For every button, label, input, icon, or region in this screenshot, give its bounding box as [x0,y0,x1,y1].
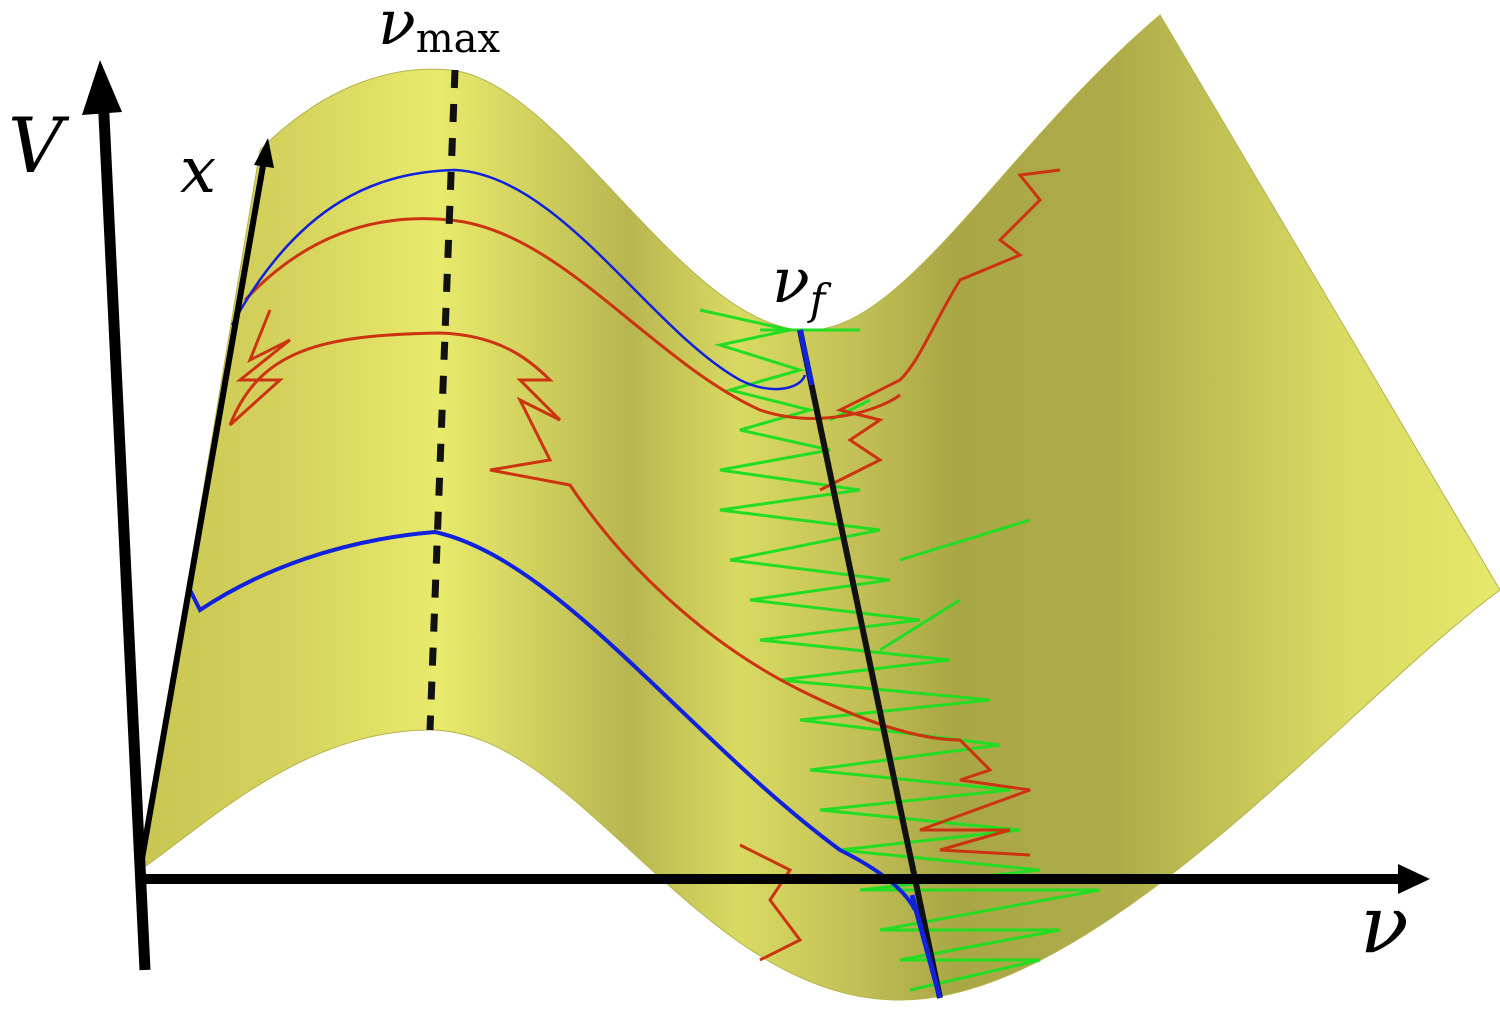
nu-f-line-blue [797,329,943,999]
nu-f-base: ν [772,244,810,317]
green-trajectories [699,308,1101,992]
nu-max-line [426,69,459,731]
nu-f-label: νf [772,244,832,324]
nu-max-sub: max [416,16,501,62]
nu-axis-label: ν [1360,878,1409,971]
nu-max-label: νmax [378,0,500,62]
blue-trajectories [188,168,917,911]
nu-max-base: ν [378,0,416,59]
x-axis-arrow [254,138,274,168]
surface [139,14,1500,1001]
x-axis [137,159,267,871]
v-axis-arrow [82,60,122,115]
v-axis-label: V [8,101,70,190]
v-axis [97,94,151,971]
x-axis-label: x [180,134,216,208]
nu-axis-arrow [1398,864,1430,894]
nu-f-sub: f [807,275,832,324]
nu-f-line [797,329,943,999]
red-trajectories [228,168,1061,962]
